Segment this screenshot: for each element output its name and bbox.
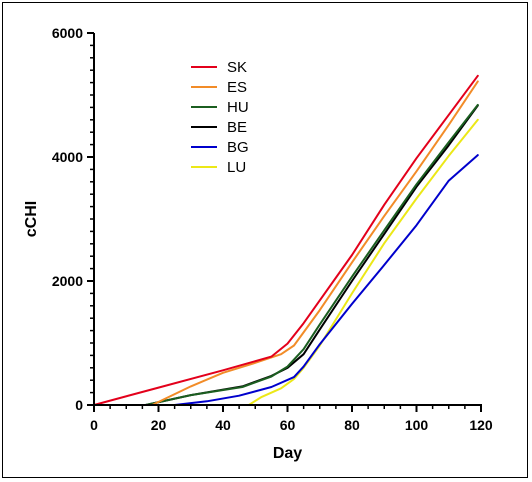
series-line-bg [93, 154, 479, 406]
axis-ticks: 0 20 40 60 80 100 120 0 2000 4000 6000 [52, 25, 493, 433]
legend-label-hu: HU [227, 99, 249, 116]
series-line-be [93, 104, 479, 406]
y-tick-label: 4000 [52, 149, 83, 165]
series-line-sk [93, 74, 479, 406]
chart-frame [2, 2, 528, 478]
x-tick-label: 120 [469, 417, 493, 433]
series-line-hu [93, 103, 479, 406]
x-tick-label: 0 [90, 417, 98, 433]
y-tick-label: 0 [75, 397, 83, 413]
legend-label-lu: LU [227, 159, 246, 176]
legend: SK ES HU BE BG LU [191, 59, 249, 176]
legend-label-bg: BG [227, 139, 249, 156]
legend-label-be: BE [227, 119, 247, 136]
y-tick-label: 6000 [52, 25, 83, 41]
y-tick-label: 2000 [52, 273, 83, 289]
x-tick-label: 80 [344, 417, 360, 433]
x-tick-label: 20 [151, 417, 167, 433]
y-axis-title: cCHI [23, 201, 40, 237]
series-line-es [93, 80, 479, 406]
x-axis-title: Day [273, 445, 302, 462]
series-line-lu [93, 118, 479, 406]
x-tick-label: 40 [215, 417, 231, 433]
legend-label-sk: SK [227, 59, 247, 76]
x-tick-label: 60 [280, 417, 296, 433]
x-tick-label: 100 [405, 417, 429, 433]
plot-area [93, 74, 479, 406]
legend-label-es: ES [227, 79, 247, 96]
